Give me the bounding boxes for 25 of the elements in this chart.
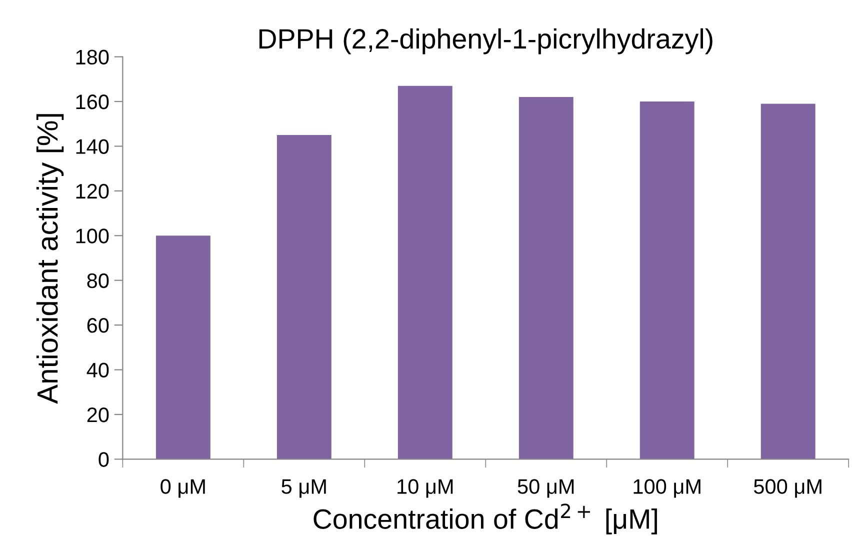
y-tick-label: 100 bbox=[76, 228, 109, 244]
x-tick-label: 100 μM bbox=[634, 479, 700, 498]
y-tick-label: 0 bbox=[98, 452, 109, 467]
bar bbox=[276, 135, 332, 460]
x-axis-title: Concentration of Cd$^{2+}$ [μM] bbox=[314, 504, 657, 534]
y-tick-label: 180 bbox=[76, 50, 109, 65]
y-tick-label: 120 bbox=[76, 184, 109, 199]
y-tick-label: 20 bbox=[87, 407, 109, 422]
x-tick-label: 500 μM bbox=[754, 479, 822, 498]
y-axis-title: Antioxidant activity [%] bbox=[36, 114, 64, 404]
bar bbox=[156, 236, 210, 460]
bar bbox=[518, 97, 574, 460]
x-tick-label: 50 μM bbox=[518, 479, 574, 498]
bar bbox=[398, 86, 452, 460]
y-tick-label: 160 bbox=[76, 94, 109, 110]
chart-title: DPPH (2,2-diphenyl-1-picrylhydrazyl) bbox=[259, 28, 712, 54]
x-tick-label: 0 μM bbox=[160, 479, 205, 498]
y-tick-label: 60 bbox=[87, 318, 109, 333]
y-tick-label: 40 bbox=[86, 362, 109, 378]
x-tick-label: 5 μM bbox=[282, 479, 326, 498]
bar bbox=[640, 101, 694, 460]
bar bbox=[760, 104, 816, 460]
y-tick-label: 140 bbox=[76, 139, 109, 154]
y-tick-label: 80 bbox=[87, 273, 109, 288]
x-tick-label: 10 μM bbox=[398, 479, 453, 498]
